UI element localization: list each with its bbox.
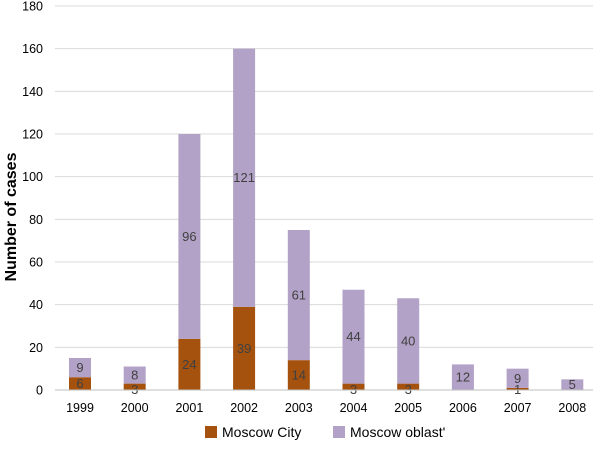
x-tick-label: 2000 (121, 401, 149, 415)
x-tick-label: 1999 (66, 401, 94, 415)
bar-segment-moscow-oblast (397, 298, 420, 384)
bar-segment-moscow-oblast (178, 134, 201, 339)
data-label: 6 (76, 376, 83, 391)
bar-segment-moscow-city (397, 383, 420, 390)
x-tick-label: 2007 (504, 401, 532, 415)
x-axis-ticks: 1999 2000 2001 2002 2003 2004 2005 2006 2007 2008 (66, 401, 586, 415)
data-label: 14 (292, 368, 306, 383)
legend: Moscow City Moscow oblast' (205, 424, 445, 440)
y-axis-ticks: 0 20 40 60 80 100 120 140 160 180 (22, 0, 43, 398)
data-label: 96 (182, 229, 196, 244)
bar-segment-moscow-oblast (342, 289, 365, 384)
bar-segment-moscow-oblast (287, 230, 310, 361)
y-tick-label: 40 (29, 298, 43, 312)
y-tick-label: 120 (22, 128, 43, 142)
data-label: 44 (346, 329, 360, 344)
y-tick-label: 140 (22, 85, 43, 99)
x-tick-label: 2004 (340, 401, 368, 415)
bar-segment-moscow-oblast (506, 368, 529, 388)
bar-segment-moscow-city (287, 360, 310, 390)
data-label: 39 (237, 341, 251, 356)
gridlines (55, 5, 593, 348)
data-label: 61 (292, 288, 306, 303)
data-label: 121 (233, 170, 255, 185)
bar-segment-moscow-oblast (69, 358, 91, 378)
data-label: 9 (76, 360, 83, 375)
bar-segment-moscow-city (178, 338, 201, 390)
x-tick-label: 2008 (558, 401, 586, 415)
bar-segment-moscow-city (123, 383, 146, 390)
bar-segment-moscow-city (342, 383, 365, 390)
y-axis-title: Number of cases (3, 152, 20, 281)
bar-segment-moscow-oblast (233, 48, 256, 307)
data-label: 8 (131, 368, 138, 383)
y-tick-label: 80 (29, 213, 43, 227)
legend-label: Moscow City (222, 424, 301, 440)
bar-segment-moscow-city (506, 387, 529, 390)
y-tick-label: 160 (22, 42, 43, 56)
y-tick-label: 100 (22, 170, 43, 184)
x-tick-label: 2002 (230, 401, 258, 415)
y-tick-label: 20 (29, 341, 43, 355)
y-tick-label: 60 (29, 256, 43, 270)
data-label: 5 (569, 377, 576, 392)
bars (69, 48, 584, 390)
x-tick-label: 2003 (285, 401, 313, 415)
x-tick-label: 2006 (449, 401, 477, 415)
y-tick-label: 0 (36, 384, 43, 398)
data-label: 9 (514, 371, 521, 386)
bar-segment-moscow-city (233, 306, 256, 390)
bar-segment-moscow-oblast (123, 366, 146, 384)
x-tick-label: 2001 (175, 401, 203, 415)
legend-swatch (205, 426, 217, 438)
data-label: 24 (182, 357, 196, 372)
bar-segment-moscow-oblast (561, 379, 584, 390)
y-tick-label: 180 (22, 0, 43, 14)
bar-segment-moscow-city (69, 377, 91, 390)
x-tick-label: 2005 (394, 401, 422, 415)
bar-segment-moscow-oblast (451, 364, 474, 390)
data-label: 40 (401, 333, 415, 348)
legend-label: Moscow oblast' (350, 424, 445, 440)
data-label: 12 (456, 370, 470, 385)
data-labels: 6938249639121146134434012195 (76, 170, 576, 397)
legend-swatch (333, 426, 345, 438)
